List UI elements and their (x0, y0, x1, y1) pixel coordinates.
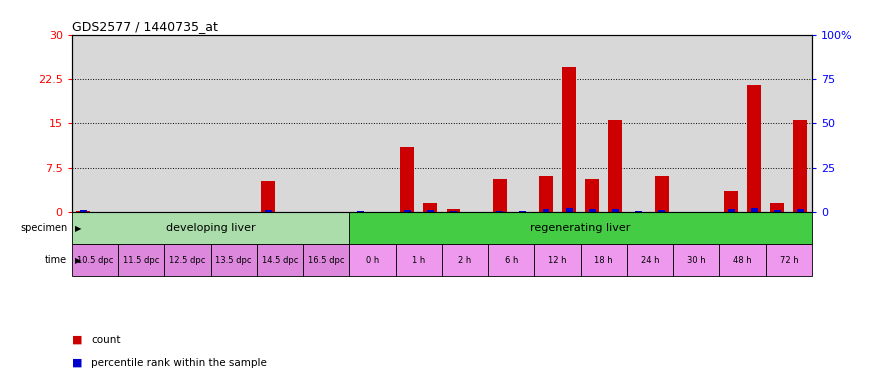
Bar (493, 179, 507, 212)
Bar (565, 208, 572, 212)
Bar (585, 179, 599, 212)
Bar (303, 244, 349, 276)
Bar (797, 209, 804, 212)
Text: 11.5 dpc: 11.5 dpc (123, 256, 159, 265)
Text: 10.5 dpc: 10.5 dpc (77, 256, 113, 265)
Text: 12.5 dpc: 12.5 dpc (169, 256, 206, 265)
Text: 72 h: 72 h (780, 256, 798, 265)
Text: 18 h: 18 h (594, 256, 613, 265)
Bar (450, 211, 457, 212)
Bar (358, 211, 364, 212)
Text: specimen: specimen (20, 223, 67, 233)
Bar (626, 244, 673, 276)
Text: 0 h: 0 h (366, 256, 379, 265)
Bar (400, 147, 414, 212)
Bar (654, 177, 668, 212)
Bar (80, 210, 87, 212)
Text: count: count (91, 335, 121, 345)
Bar (403, 210, 410, 212)
Bar (539, 177, 553, 212)
Bar (535, 244, 581, 276)
Text: 1 h: 1 h (412, 256, 425, 265)
Bar (118, 244, 164, 276)
Bar (581, 244, 626, 276)
Text: 48 h: 48 h (733, 256, 752, 265)
Bar (164, 244, 211, 276)
Text: 30 h: 30 h (687, 256, 705, 265)
Bar (72, 212, 349, 244)
Text: 6 h: 6 h (505, 256, 518, 265)
Bar (658, 210, 665, 212)
Bar (424, 203, 438, 212)
Bar (442, 244, 488, 276)
Bar (427, 210, 434, 212)
Bar (612, 209, 619, 212)
Bar (794, 120, 808, 212)
Bar (766, 244, 812, 276)
Bar (724, 191, 738, 212)
Text: 12 h: 12 h (549, 256, 567, 265)
Text: 24 h: 24 h (640, 256, 660, 265)
Text: regenerating liver: regenerating liver (530, 223, 631, 233)
Bar (728, 209, 734, 212)
Bar (72, 244, 118, 276)
Text: 14.5 dpc: 14.5 dpc (262, 256, 298, 265)
Bar (496, 211, 503, 212)
Text: 13.5 dpc: 13.5 dpc (215, 256, 252, 265)
Bar (446, 209, 460, 212)
Bar (262, 181, 276, 212)
Bar (747, 85, 761, 212)
Bar (349, 212, 812, 244)
Bar (265, 210, 272, 212)
Text: ▶: ▶ (75, 256, 81, 265)
Text: developing liver: developing liver (165, 223, 256, 233)
Text: ■: ■ (72, 335, 82, 345)
Text: ▶: ▶ (75, 223, 81, 233)
Bar (211, 244, 257, 276)
Bar (608, 120, 622, 212)
Bar (751, 209, 758, 212)
Text: percentile rank within the sample: percentile rank within the sample (91, 358, 267, 368)
Bar (396, 244, 442, 276)
Bar (635, 211, 642, 212)
Bar (257, 244, 303, 276)
Text: 2 h: 2 h (458, 256, 472, 265)
Bar (774, 210, 780, 212)
Text: 16.5 dpc: 16.5 dpc (308, 256, 345, 265)
Bar (673, 244, 719, 276)
Text: GDS2577 / 1440735_at: GDS2577 / 1440735_at (72, 20, 218, 33)
Bar (76, 211, 90, 212)
Bar (520, 211, 526, 212)
Bar (542, 209, 550, 212)
Bar (562, 67, 576, 212)
Bar (488, 244, 535, 276)
Text: time: time (46, 255, 67, 265)
Bar (770, 203, 784, 212)
Text: ■: ■ (72, 358, 82, 368)
Bar (349, 244, 396, 276)
Bar (719, 244, 766, 276)
Bar (589, 209, 596, 212)
